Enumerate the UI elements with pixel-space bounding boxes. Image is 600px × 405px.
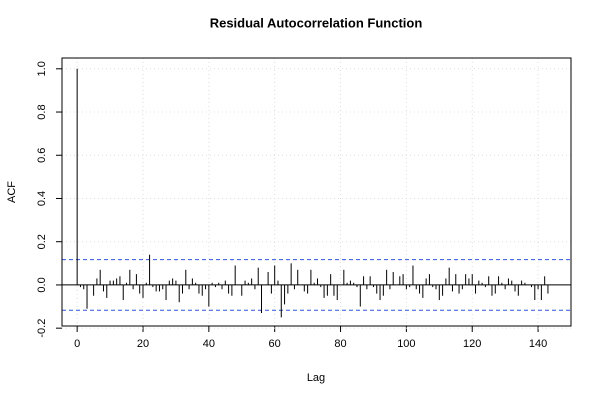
y-tick-label: 0.8 [36,104,48,119]
y-axis-label: ACF [6,181,18,203]
x-axis-label: Lag [307,372,325,384]
plot-frame [61,57,572,327]
x-tick-label: 40 [203,338,215,350]
x-tick-label: 80 [334,338,346,350]
y-tick-label: 1.0 [36,61,48,76]
x-tick-label: 120 [463,338,481,350]
y-tick-label: 0.0 [36,277,48,292]
y-tick-label: -0.2 [36,319,48,338]
y-tick-label: 0.2 [36,234,48,249]
x-tick-label: 60 [269,338,281,350]
chart-title: Residual Autocorrelation Function [210,15,423,30]
x-tick-label: 140 [529,338,547,350]
x-tick-label: 20 [137,338,149,350]
y-tick-label: 0.6 [36,148,48,163]
y-tick-label: 0.4 [36,191,48,206]
x-tick-label: 0 [74,338,80,350]
x-tick-label: 100 [397,338,415,350]
